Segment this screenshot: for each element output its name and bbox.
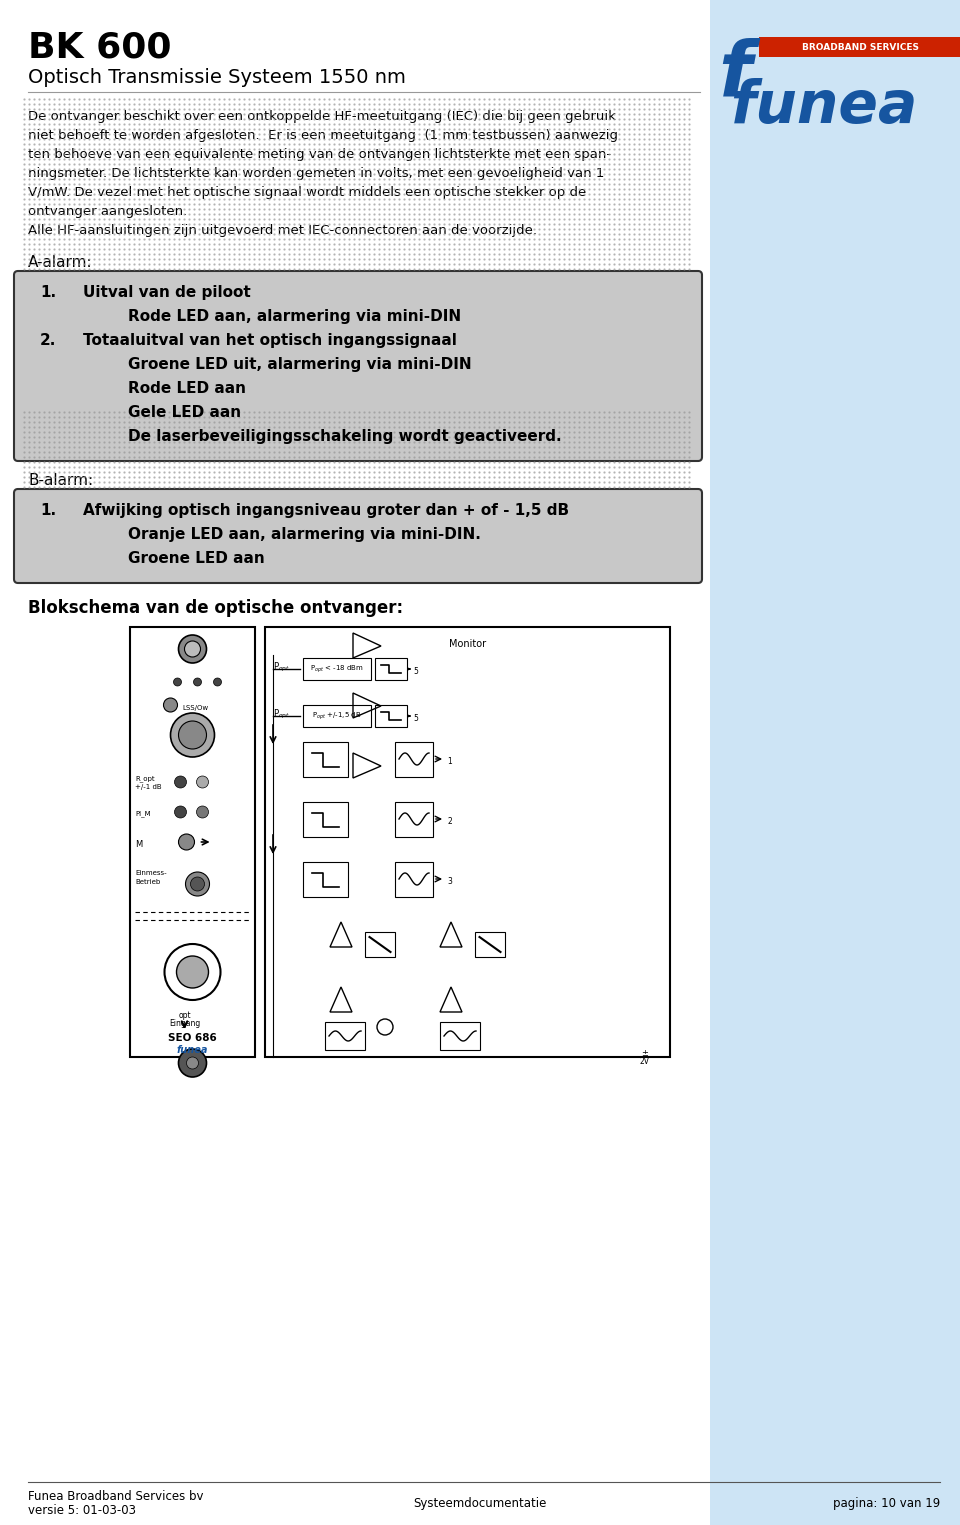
Bar	[710, 0, 960, 1525]
Circle shape	[185, 872, 209, 897]
Circle shape	[164, 944, 221, 1000]
Text: f: f	[718, 38, 752, 111]
Text: niet behoeft te worden afgesloten.  Er is een meetuitgang  (1 mm testbussen) aan: niet behoeft te worden afgesloten. Er is…	[28, 130, 618, 142]
Text: Totaaluitval van het optisch ingangssignaal: Totaaluitval van het optisch ingangssign…	[83, 332, 457, 348]
Circle shape	[190, 877, 204, 891]
Circle shape	[377, 1019, 393, 1035]
Text: De ontvanger beschikt over een ontkoppelde HF-meetuitgang (IEC) die bij geen geb: De ontvanger beschikt over een ontkoppel…	[28, 110, 616, 124]
Text: Optisch Transmissie Systeem 1550 nm: Optisch Transmissie Systeem 1550 nm	[28, 69, 406, 87]
Text: ten behoeve van een equivalente meting van de ontvangen lichtsterkte met een spa: ten behoeve van een equivalente meting v…	[28, 148, 612, 162]
Bar	[265, 627, 670, 1057]
Text: A-alarm:: A-alarm:	[28, 255, 92, 270]
Text: B-alarm:: B-alarm:	[28, 473, 93, 488]
Circle shape	[197, 776, 208, 788]
Text: M: M	[135, 840, 142, 849]
Bar	[440, 1022, 480, 1051]
Text: Systeemdocumentatie: Systeemdocumentatie	[414, 1498, 546, 1510]
Circle shape	[184, 640, 201, 657]
Circle shape	[175, 776, 186, 788]
Text: 1.: 1.	[40, 503, 56, 518]
Text: Alle HF-aansluitingen zijn uitgevoerd met IEC-connectoren aan de voorzijde.: Alle HF-aansluitingen zijn uitgevoerd me…	[28, 224, 537, 236]
FancyBboxPatch shape	[14, 490, 702, 583]
Text: 3: 3	[447, 877, 452, 886]
Text: Groene LED uit, alarmering via mini-DIN: Groene LED uit, alarmering via mini-DIN	[128, 357, 471, 372]
Text: Rode LED aan, alarmering via mini-DIN: Rode LED aan, alarmering via mini-DIN	[128, 310, 461, 323]
FancyBboxPatch shape	[14, 271, 702, 461]
Bar	[395, 862, 433, 897]
Bar	[325, 1022, 365, 1051]
Bar	[303, 802, 348, 837]
Text: P$_{opt}$: P$_{opt}$	[273, 708, 290, 721]
Text: SEO 686: SEO 686	[168, 1032, 217, 1043]
Text: 1: 1	[447, 756, 452, 766]
Text: ontvanger aangesloten.: ontvanger aangesloten.	[28, 204, 187, 218]
Text: 5: 5	[413, 666, 418, 676]
Text: PI_M: PI_M	[135, 810, 151, 817]
Text: LSS/Ow: LSS/Ow	[182, 705, 208, 711]
Text: Monitor: Monitor	[449, 639, 486, 650]
FancyBboxPatch shape	[759, 37, 960, 56]
Circle shape	[213, 679, 222, 686]
Text: 2V: 2V	[640, 1057, 650, 1066]
Circle shape	[179, 1049, 206, 1077]
Bar	[303, 743, 348, 778]
Text: 2.: 2.	[40, 332, 57, 348]
Bar	[395, 802, 433, 837]
Circle shape	[174, 679, 181, 686]
Bar	[303, 862, 348, 897]
Text: 2: 2	[447, 817, 452, 827]
Text: V/mW. De vezel met het optische signaal wordt middels een optische stekker op de: V/mW. De vezel met het optische signaal …	[28, 186, 587, 198]
Circle shape	[171, 714, 214, 756]
Text: R_opt: R_opt	[135, 775, 155, 782]
Text: opt: opt	[179, 1011, 191, 1020]
Text: Einmess-: Einmess-	[135, 869, 167, 875]
Text: Groene LED aan: Groene LED aan	[128, 551, 265, 566]
Circle shape	[179, 721, 206, 749]
Text: versie 5: 01-03-03: versie 5: 01-03-03	[28, 1504, 136, 1517]
Text: funea: funea	[177, 1045, 208, 1055]
Text: Gele LED aan: Gele LED aan	[128, 406, 241, 419]
Bar	[475, 932, 505, 958]
Bar	[375, 705, 407, 727]
Bar	[395, 743, 433, 778]
Text: BK 600: BK 600	[28, 30, 172, 64]
Text: P$_{opt}$ +/-1,5 dB: P$_{opt}$ +/-1,5 dB	[312, 711, 362, 721]
Text: Funea Broadband Services bv: Funea Broadband Services bv	[28, 1490, 204, 1504]
Text: Uitval van de piloot: Uitval van de piloot	[83, 285, 251, 300]
Circle shape	[179, 834, 195, 849]
Text: Eingang: Eingang	[169, 1019, 200, 1028]
Bar	[375, 657, 407, 680]
Bar	[130, 627, 255, 1057]
Text: Afwijking optisch ingangsniveau groter dan + of - 1,5 dB: Afwijking optisch ingangsniveau groter d…	[83, 503, 569, 518]
Text: +/-1 dB: +/-1 dB	[135, 784, 161, 790]
Circle shape	[177, 956, 208, 988]
Text: Betrieb: Betrieb	[135, 878, 160, 884]
Text: Oranje LED aan, alarmering via mini-DIN.: Oranje LED aan, alarmering via mini-DIN.	[128, 528, 481, 541]
Circle shape	[186, 1057, 199, 1069]
Text: Rode LED aan: Rode LED aan	[128, 381, 246, 396]
Circle shape	[194, 679, 202, 686]
Bar	[303, 705, 371, 727]
Bar	[365, 932, 395, 958]
Circle shape	[175, 807, 186, 817]
Circle shape	[197, 807, 208, 817]
Text: BROADBAND SERVICES: BROADBAND SERVICES	[802, 43, 919, 52]
Text: P$_{opt}$: P$_{opt}$	[273, 660, 290, 674]
Text: ±: ±	[641, 1049, 648, 1058]
Text: funea: funea	[730, 78, 918, 136]
Text: pagina: 10 van 19: pagina: 10 van 19	[832, 1498, 940, 1510]
Text: 1.: 1.	[40, 285, 56, 300]
Circle shape	[163, 698, 178, 712]
Text: P$_{opt}$ < -18 dBm: P$_{opt}$ < -18 dBm	[310, 663, 364, 674]
Circle shape	[179, 634, 206, 663]
Text: 5: 5	[413, 714, 418, 723]
Text: Blokschema van de optische ontvanger:: Blokschema van de optische ontvanger:	[28, 599, 403, 618]
Text: ningsmeter. De lichtsterkte kan worden gemeten in volts, met een gevoeligheid va: ningsmeter. De lichtsterkte kan worden g…	[28, 168, 605, 180]
Bar	[303, 657, 371, 680]
Text: De laserbeveiligingsschakeling wordt geactiveerd.: De laserbeveiligingsschakeling wordt gea…	[128, 429, 562, 444]
